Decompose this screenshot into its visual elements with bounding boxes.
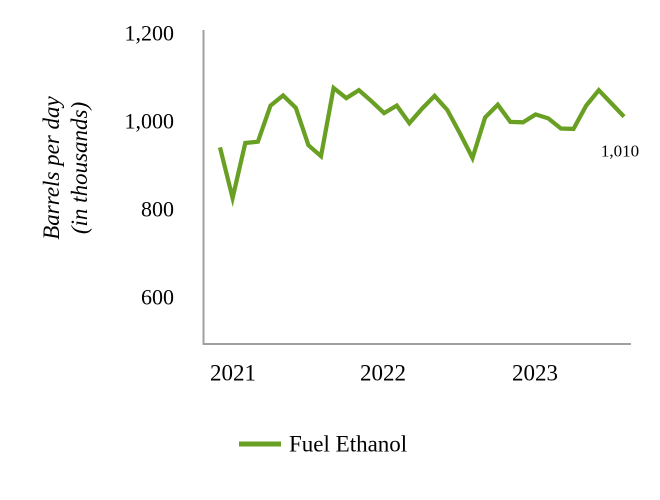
legend-label: Fuel Ethanol [289, 432, 407, 457]
y-axis-title-line2: (in thousands) [67, 102, 92, 234]
y-tick-label-600: 600 [141, 285, 174, 310]
last-point-label: 1,010 [601, 142, 639, 161]
x-tick-label-2021: 2021 [210, 361, 256, 386]
y-tick-label-1200: 1,200 [125, 21, 175, 46]
legend: Fuel Ethanol [239, 432, 407, 457]
y-axis-title-line1: Barrels per day [39, 95, 64, 239]
x-tick-label-2022: 2022 [360, 361, 406, 386]
y-tick-label-800: 800 [141, 197, 174, 222]
y-tick-label-1000: 1,000 [125, 109, 175, 134]
x-tick-label-2023: 2023 [512, 361, 558, 386]
fuel-ethanol-line [217, 84, 626, 208]
